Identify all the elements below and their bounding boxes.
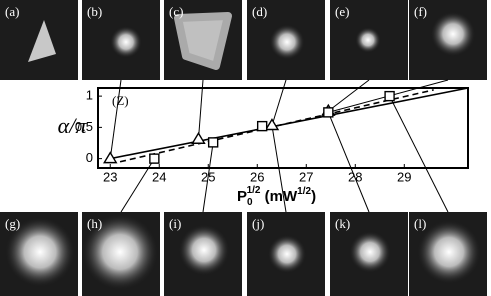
x-tick-label: 27 [299,169,313,184]
connector [271,125,287,213]
panel-label: (l) [414,216,426,231]
panel-label: (k) [335,216,350,231]
panel-label: (b) [87,4,102,19]
beam-spot [269,24,305,60]
y-tick-label: 1 [86,88,93,103]
panel-label: (d) [252,4,267,19]
connector [202,142,214,213]
triangle-marker [103,151,118,164]
square-marker [384,90,395,102]
beam-spot [4,216,76,288]
x-tick-label: 28 [348,169,362,184]
connector [120,158,155,213]
triangle-marker [191,131,206,144]
connector [328,79,370,112]
beam-spot [174,12,232,70]
panel-label: (i) [169,216,181,231]
connector [197,79,204,140]
beam-spot [178,224,230,276]
square-marker [256,120,268,132]
x-tick-label: 29 [397,169,411,184]
connector [271,79,287,126]
x-tick-label: 23 [103,169,117,184]
panel-label: (a) [5,4,19,19]
panel-label: (h) [87,216,102,231]
beam-spot [430,11,476,57]
y-axis-label: α/π [58,113,88,138]
plot-frame [97,87,469,169]
connector [389,95,449,213]
x-axis-label: P01/2 (mW1/2) [237,185,316,208]
panel-label: (c) [169,4,183,19]
fit-line [119,89,434,163]
y-tick-label: 0.5 [75,119,93,134]
panel-label: (f) [414,4,427,19]
annotation: (Z) [112,93,129,108]
beam-spot [81,213,159,291]
beam-spot [28,20,56,62]
square-marker [149,153,160,164]
beam-spot [349,231,391,273]
panel-label: (g) [5,216,20,231]
connector [109,79,122,159]
square-marker [323,107,334,118]
square-marker [207,137,219,148]
x-tick-label: 26 [250,169,264,184]
x-tick-label: 24 [152,169,166,184]
panel-label: (e) [335,4,349,19]
connector [327,112,370,213]
beam-spot [110,26,142,58]
beam-spot [267,234,307,274]
panel-label: (j) [252,216,264,231]
beam-spot [417,220,481,284]
triangle-marker [264,118,280,131]
beam-spot [355,27,381,53]
y-tick-label: 0 [86,150,93,165]
